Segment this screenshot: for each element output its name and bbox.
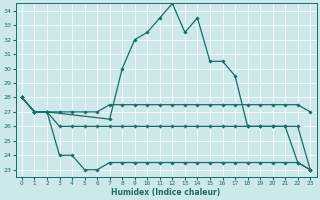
X-axis label: Humidex (Indice chaleur): Humidex (Indice chaleur) [111, 188, 221, 197]
